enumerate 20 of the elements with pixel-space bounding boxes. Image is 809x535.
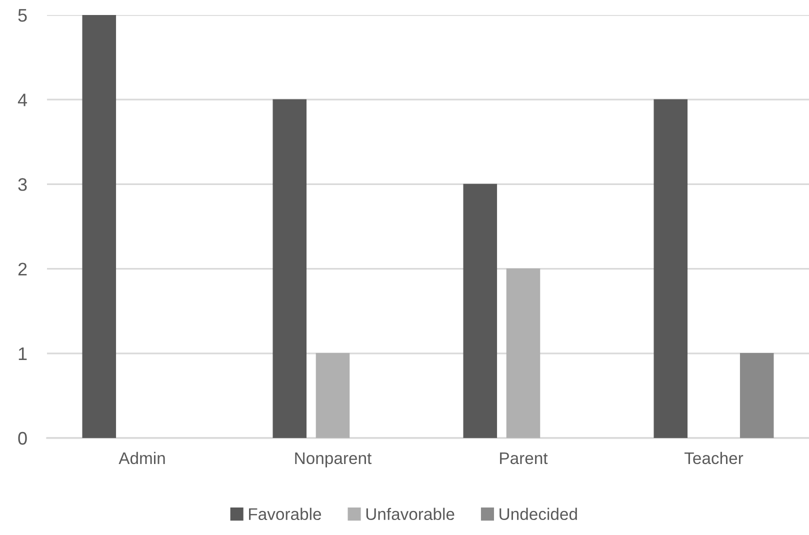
x-tick-label: Parent bbox=[500, 452, 548, 464]
legend-label: Unfavorable bbox=[366, 508, 454, 520]
bar bbox=[272, 99, 307, 438]
bar bbox=[654, 99, 688, 438]
bar bbox=[740, 353, 774, 438]
x-tick-label: Teacher bbox=[684, 452, 744, 464]
y-tick-label: 3 bbox=[18, 178, 27, 191]
y-tick-label: 1 bbox=[18, 348, 27, 360]
bar bbox=[82, 15, 116, 438]
y-tick-label: 0 bbox=[18, 432, 27, 445]
x-tick-label: Admin bbox=[118, 452, 165, 464]
bar bbox=[316, 353, 350, 438]
y-tick-label: 5 bbox=[18, 9, 27, 22]
legend-label: Undecided bbox=[500, 508, 577, 520]
bar bbox=[463, 184, 498, 438]
legend-label: Favorable bbox=[249, 508, 322, 520]
x-tick-label: Nonparent bbox=[295, 452, 372, 468]
y-tick-label: 4 bbox=[18, 94, 28, 106]
bar bbox=[506, 268, 540, 438]
y-tick-label: 2 bbox=[18, 262, 27, 276]
